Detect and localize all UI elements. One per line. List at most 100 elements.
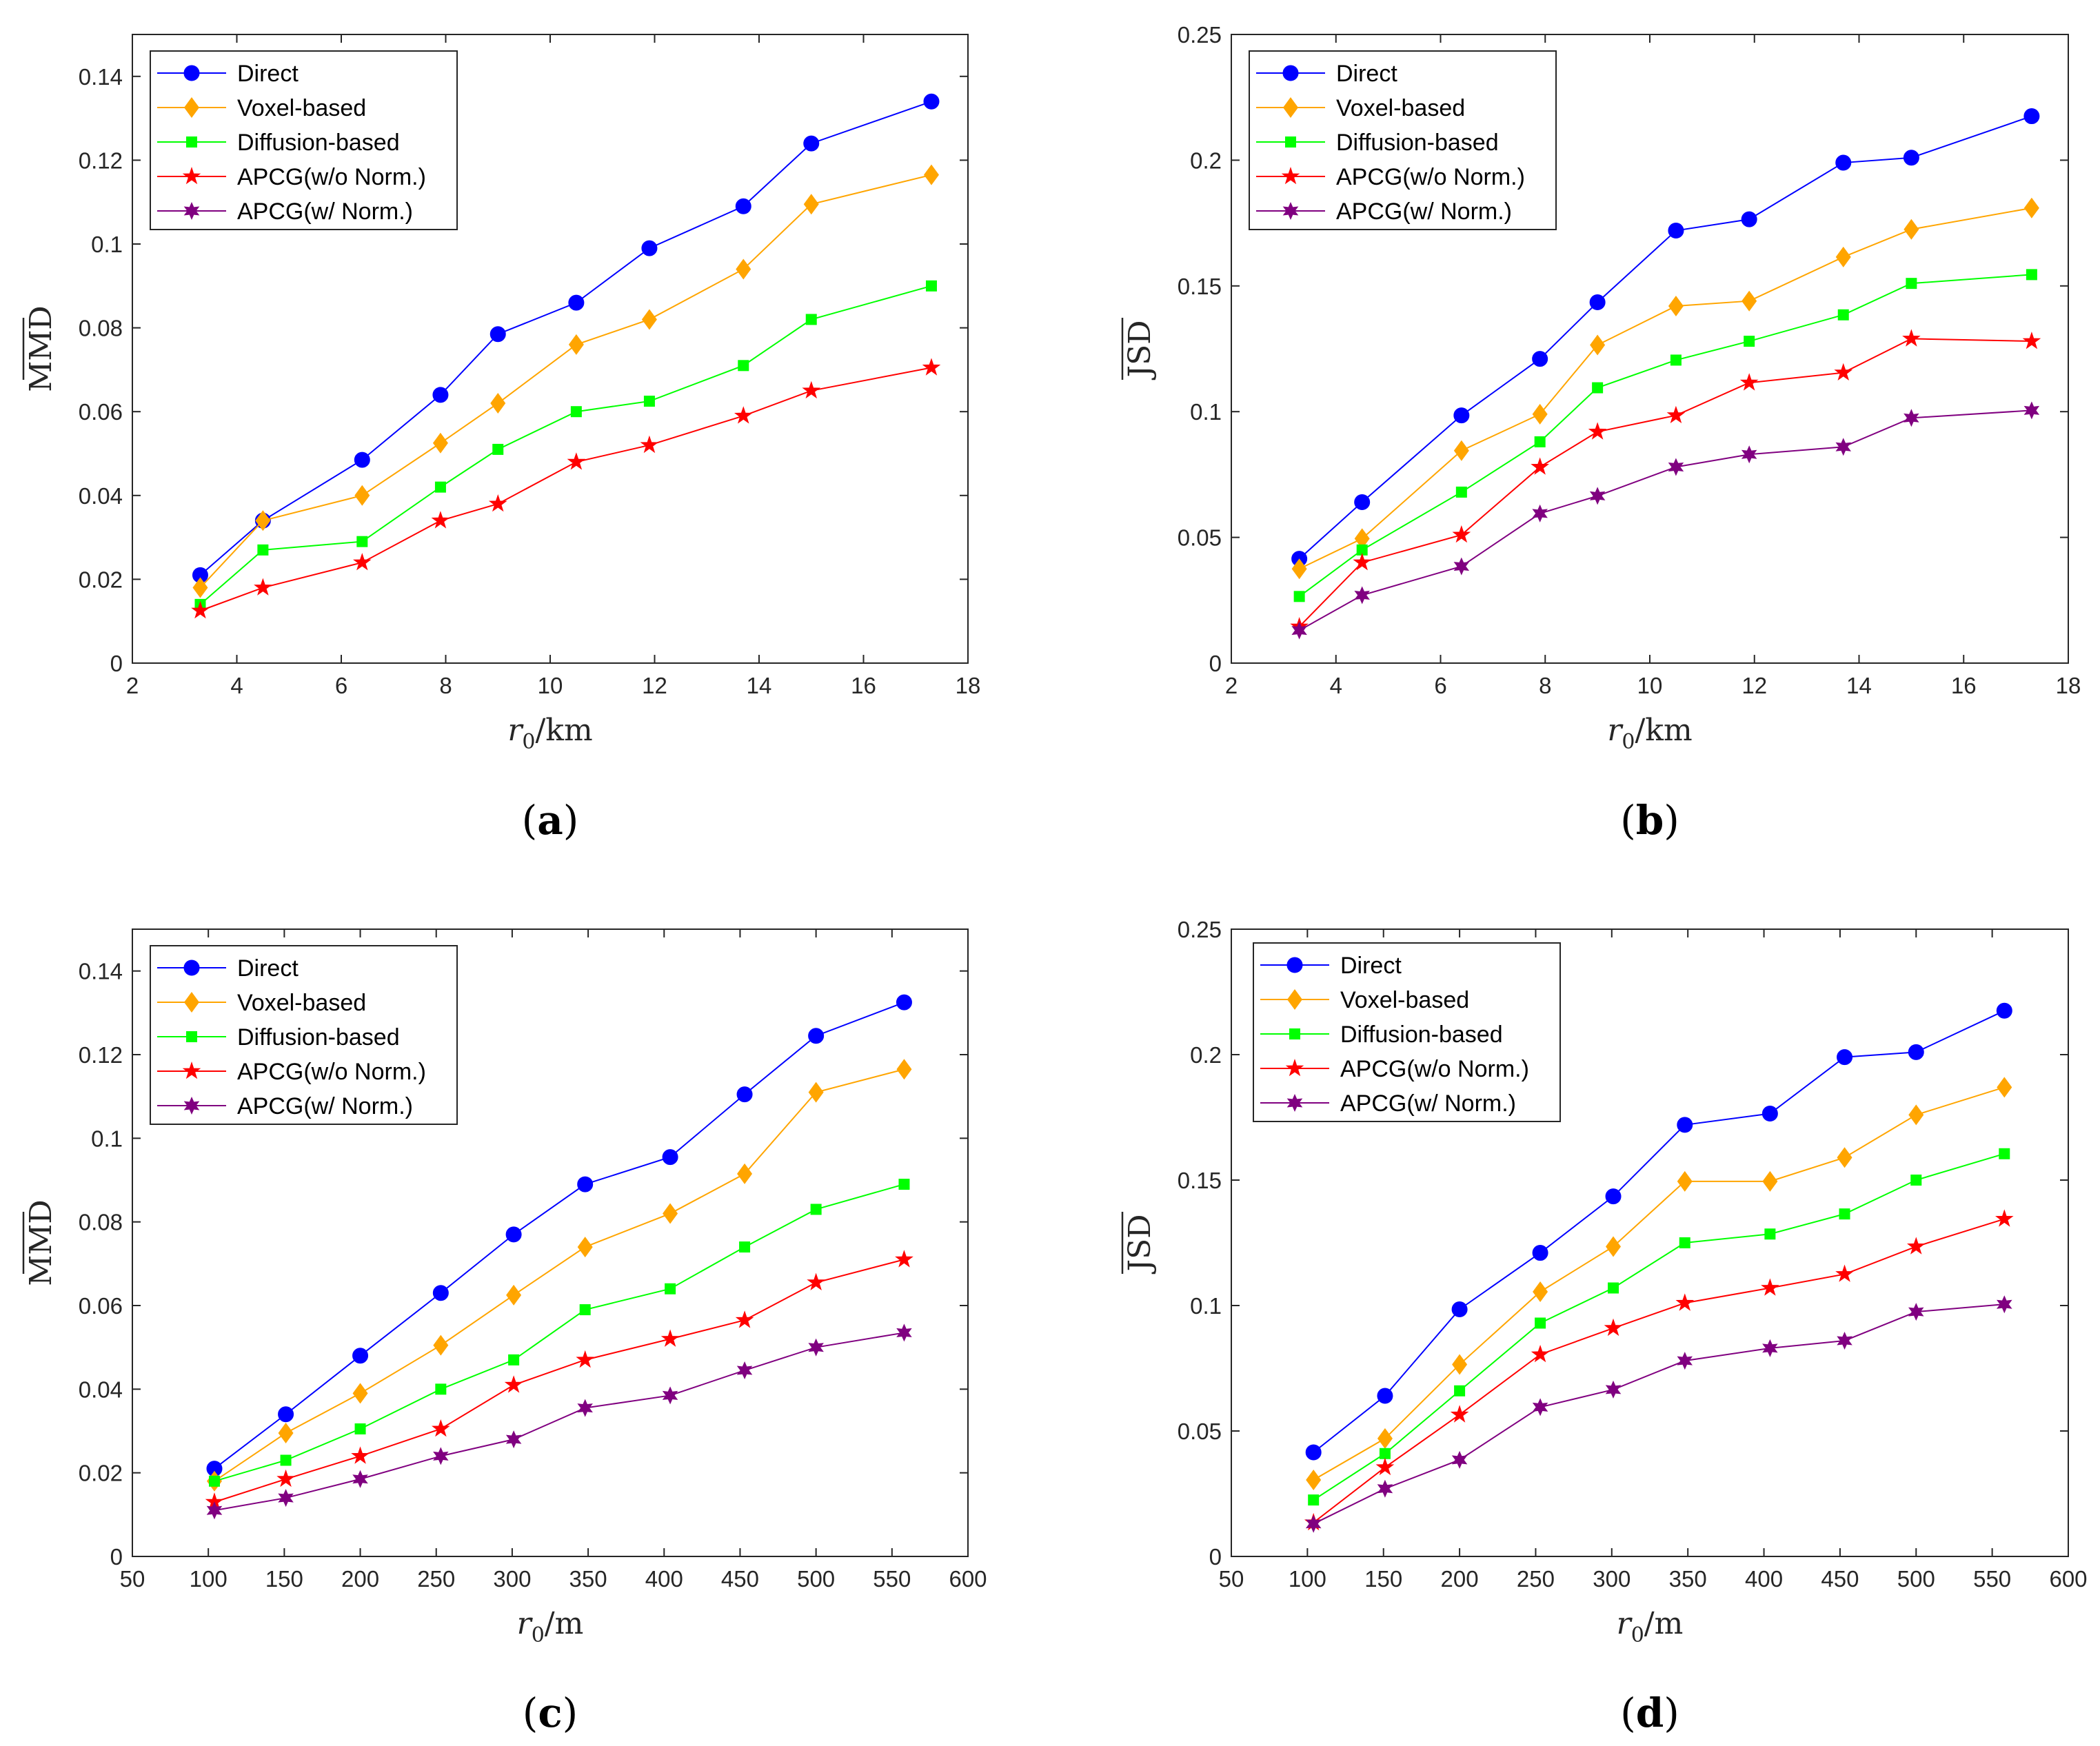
legend-entry-label: APCG(w/ Norm.) <box>237 199 413 225</box>
x-tick-label: 6 <box>1434 673 1446 698</box>
data-point <box>432 387 449 403</box>
data-point <box>1453 407 1470 424</box>
data-point <box>1353 553 1371 571</box>
y-tick-label: 0.06 <box>79 399 123 425</box>
y-tick-label: 0.14 <box>79 64 123 90</box>
data-point <box>352 1383 368 1404</box>
series-line <box>1298 338 2032 627</box>
data-point <box>1354 494 1371 511</box>
y-tick-label: 0.06 <box>79 1293 123 1319</box>
data-point <box>1744 336 1755 347</box>
data-point <box>488 494 507 512</box>
legend-box <box>1249 50 1557 230</box>
data-point <box>1835 438 1851 456</box>
data-point <box>508 1354 520 1366</box>
data-point <box>1764 1228 1776 1240</box>
data-point <box>1291 558 1307 580</box>
data-point <box>1904 219 1919 240</box>
data-point <box>1837 1049 1853 1066</box>
legend-marker <box>1283 97 1298 118</box>
data-point <box>1452 525 1471 543</box>
legend-entry-label: Diffusion-based <box>1336 130 1499 156</box>
data-point <box>576 1350 594 1368</box>
data-point <box>192 577 208 598</box>
data-point <box>432 1285 449 1301</box>
x-tick-label: 8 <box>439 673 452 698</box>
data-point <box>738 360 749 372</box>
legend-entry-label: Voxel-based <box>1340 987 1469 1013</box>
x-tick-label: 2 <box>1225 673 1238 698</box>
data-point <box>1532 504 1548 522</box>
data-point <box>1677 1170 1693 1192</box>
legend: Direct Voxel-based Diffusion-based APCG(w/o… <box>1253 942 1561 1122</box>
panel-caption: (c) <box>523 1689 578 1736</box>
y-tick-label: 0.02 <box>79 1461 123 1486</box>
x-tick-label: 12 <box>642 673 667 698</box>
data-point <box>1453 440 1469 461</box>
data-point <box>807 1272 825 1290</box>
data-point <box>276 1469 295 1488</box>
x-tick-label: 500 <box>797 1566 835 1592</box>
x-tick-label: 16 <box>851 673 876 698</box>
y-tick-label: 0 <box>110 1544 123 1570</box>
series-line <box>214 1184 905 1482</box>
x-tick-label: 4 <box>1330 673 1342 698</box>
data-point <box>354 451 370 468</box>
data-point <box>1608 1282 1619 1294</box>
data-point <box>1450 1405 1469 1423</box>
data-point <box>662 1149 678 1166</box>
x-tick-label: 16 <box>1951 673 1977 698</box>
data-point <box>1605 1188 1622 1205</box>
x-tick-label: 100 <box>1289 1566 1326 1592</box>
data-point <box>1903 150 1919 166</box>
series-line <box>214 1068 905 1482</box>
data-point <box>257 544 269 556</box>
data-point <box>737 1163 753 1184</box>
data-point <box>1999 1148 2010 1159</box>
data-point <box>577 1237 593 1258</box>
legend-box <box>1253 942 1561 1122</box>
series-diffusion-based <box>208 1179 910 1487</box>
data-point <box>2023 197 2039 219</box>
data-point <box>255 510 271 531</box>
data-point <box>353 553 372 571</box>
data-point <box>568 294 585 311</box>
legend: Direct Voxel-based Diffusion-based APCG(w/o… <box>150 50 458 230</box>
data-point <box>1904 409 1919 427</box>
y-tick-label: 0.1 <box>1190 399 1222 425</box>
data-point <box>1670 354 1682 366</box>
data-point <box>1741 211 1757 227</box>
x-tick-label: 250 <box>417 1566 455 1592</box>
data-point <box>640 435 659 454</box>
legend-entry-label: Direct <box>237 61 299 87</box>
data-point <box>1451 1301 1468 1317</box>
data-point <box>278 1423 294 1444</box>
y-axis-label: MMD <box>23 305 59 392</box>
data-point <box>1534 436 1546 447</box>
data-point <box>433 1447 449 1465</box>
y-tick-label: 0.1 <box>91 1126 123 1151</box>
data-point <box>641 240 658 256</box>
legend-entry-label: APCG(w/o Norm.) <box>237 164 426 190</box>
legend-box <box>150 945 458 1125</box>
x-tick-label: 50 <box>1219 1566 1244 1592</box>
data-point <box>278 1406 294 1423</box>
data-point <box>1532 1245 1548 1261</box>
data-point <box>1452 1354 1468 1375</box>
legend-marker <box>182 1062 201 1079</box>
data-point <box>896 1059 912 1080</box>
data-point <box>435 1383 447 1395</box>
x-tick-label: 300 <box>1593 1566 1630 1592</box>
data-point <box>1668 295 1684 316</box>
data-point <box>1666 405 1686 423</box>
data-point <box>505 1430 522 1449</box>
data-point <box>802 380 821 399</box>
data-point <box>1375 1457 1395 1476</box>
x-tick-label: 14 <box>747 673 772 698</box>
x-tick-label: 14 <box>1846 673 1872 698</box>
data-point <box>431 511 450 529</box>
data-point <box>1308 1494 1320 1506</box>
data-point <box>735 1310 754 1328</box>
legend-entry-label: APCG(w/o Norm.) <box>1336 164 1525 190</box>
data-point <box>278 1489 294 1508</box>
